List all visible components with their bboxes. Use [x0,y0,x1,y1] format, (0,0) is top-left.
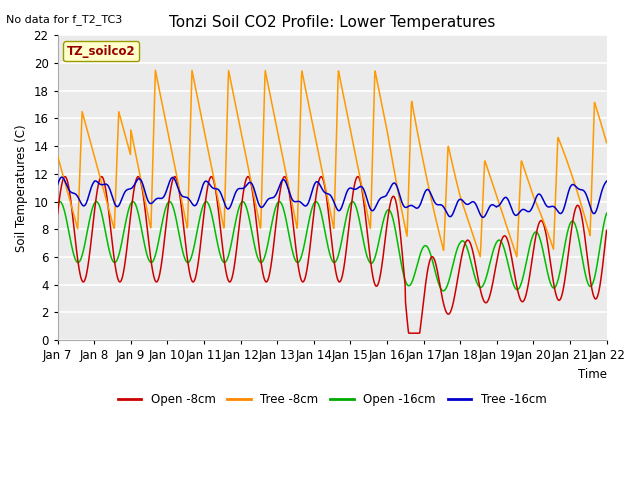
Line: Tree -16cm: Tree -16cm [58,177,607,217]
Tree -16cm [308,188,316,194]
Tree -16cm [287,194,294,200]
Tree -8cm [96,174,104,180]
Open -16cm [287,241,294,247]
Open -16cm [298,251,306,256]
Tree -16cm [97,181,104,187]
Tree -8cm [152,67,159,73]
Line: Open -8cm: Open -8cm [58,177,607,333]
Line: Tree -8cm: Tree -8cm [58,70,607,257]
Open -16cm [54,201,61,206]
X-axis label: Time: Time [577,368,607,381]
Tree -8cm [308,119,316,124]
Open -8cm [308,226,316,231]
Tree -8cm [298,70,306,75]
Open -8cm [54,211,61,216]
Open -16cm [56,199,63,204]
Open -8cm [603,228,611,233]
Tree -8cm [54,153,61,158]
Tree -8cm [367,226,374,231]
Tree -16cm [54,182,61,188]
Open -8cm [118,274,126,280]
Tree -8cm [118,122,126,128]
Tree -8cm [287,194,294,200]
Open -16cm [97,206,104,212]
Tree -16cm [119,193,127,199]
Open -8cm [287,202,294,207]
Text: No data for f_T2_TC3: No data for f_T2_TC3 [6,14,123,25]
Open -16cm [119,234,127,240]
Tree -16cm [367,206,374,212]
Open -8cm [96,176,104,181]
Tree -8cm [603,140,611,145]
Line: Open -16cm: Open -16cm [58,202,607,291]
Tree -16cm [298,201,306,206]
Open -16cm [367,260,374,266]
Tree -8cm [513,254,521,260]
Open -8cm [298,279,306,285]
Open -16cm [603,211,611,216]
Open -8cm [367,256,374,262]
Tree -16cm [479,215,487,220]
Tree -16cm [58,174,65,180]
Open -16cm [308,205,316,211]
Y-axis label: Soil Temperatures (C): Soil Temperatures (C) [15,124,28,252]
Title: Tonzi Soil CO2 Profile: Lower Temperatures: Tonzi Soil CO2 Profile: Lower Temperatur… [169,15,495,30]
Open -8cm [171,174,179,180]
Legend: Open -8cm, Tree -8cm, Open -16cm, Tree -16cm: Open -8cm, Tree -8cm, Open -16cm, Tree -… [113,388,551,410]
Tree -16cm [603,178,611,184]
Open -16cm [440,288,447,294]
Open -8cm [405,330,413,336]
